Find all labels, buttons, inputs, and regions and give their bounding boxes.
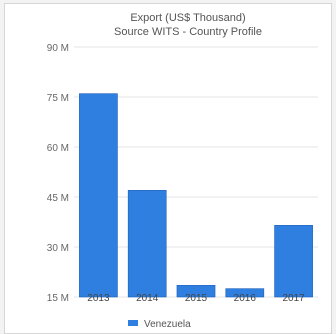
y-tick-label: 75 M bbox=[47, 93, 69, 104]
x-tick-label: 2016 bbox=[234, 293, 257, 304]
legend[interactable]: Venezuela bbox=[128, 319, 191, 330]
bar-2016[interactable] bbox=[225, 288, 265, 298]
y-tick-label: 45 M bbox=[47, 193, 69, 204]
y-tick-label: 60 M bbox=[47, 143, 69, 154]
chart-title: Export (US$ Thousand) bbox=[130, 12, 245, 24]
bar-2017[interactable] bbox=[274, 225, 313, 298]
bars bbox=[79, 93, 313, 298]
x-tick-label: 2013 bbox=[87, 293, 110, 304]
bar-2015[interactable] bbox=[176, 285, 216, 298]
x-tick-label: 2017 bbox=[282, 293, 305, 304]
bar-2014[interactable] bbox=[127, 190, 167, 298]
chart-subtitle: Source WITS - Country Profile bbox=[114, 26, 262, 38]
y-tick-label: 15 M bbox=[47, 293, 69, 304]
bar-2013[interactable] bbox=[79, 93, 118, 298]
x-tick-label: 2014 bbox=[136, 293, 159, 304]
x-axis-ticks: 2013 2014 2015 2016 2017 bbox=[87, 293, 305, 304]
y-tick-label: 30 M bbox=[47, 243, 69, 254]
legend-swatch-venezuela bbox=[128, 320, 138, 326]
x-tick-label: 2015 bbox=[185, 293, 208, 304]
legend-label-venezuela: Venezuela bbox=[144, 319, 191, 330]
y-tick-label: 90 M bbox=[47, 43, 69, 54]
y-axis-ticks: 15 M 30 M 45 M 60 M 75 M 90 M bbox=[47, 43, 69, 304]
